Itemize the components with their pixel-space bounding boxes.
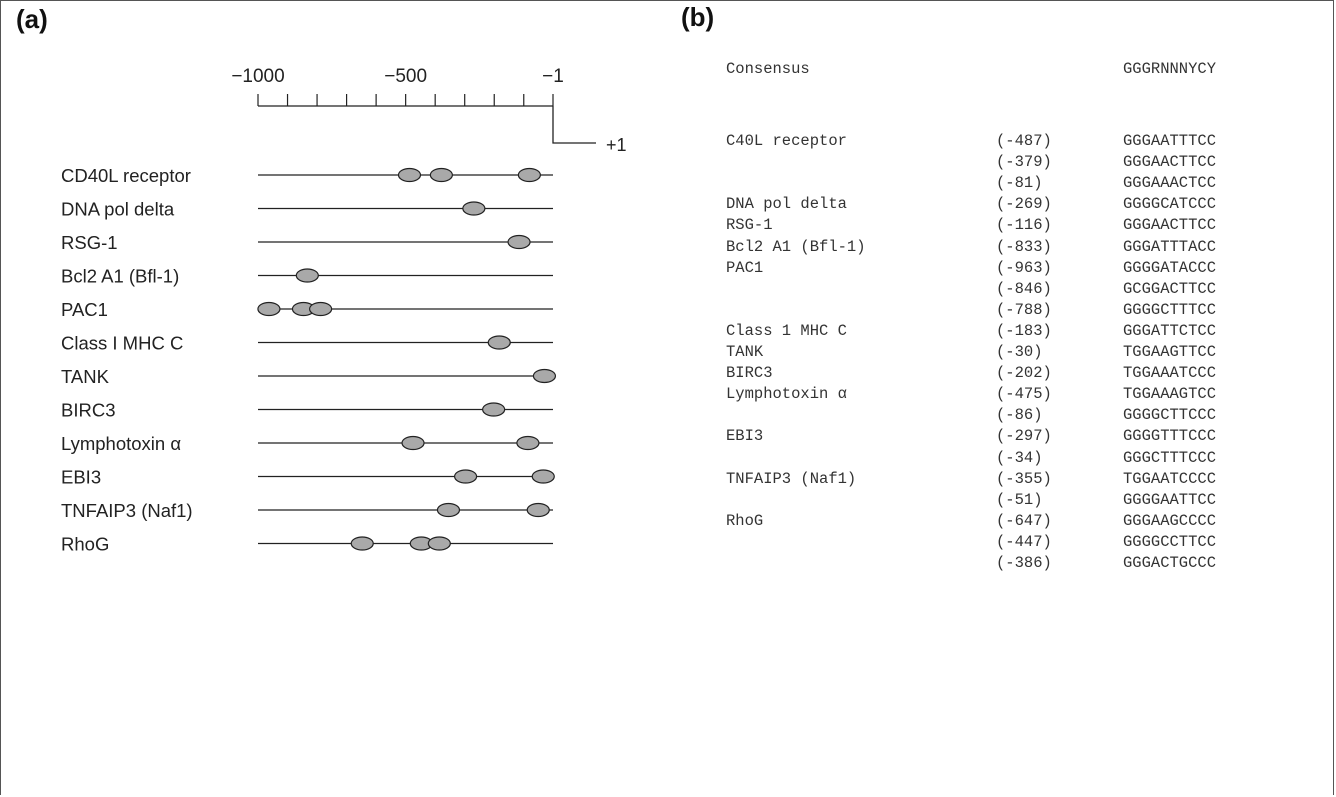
binding-site-marker xyxy=(517,167,541,183)
sequence-cell: GGGAACTTCC xyxy=(1123,216,1217,235)
gene-label: Lymphotoxin α xyxy=(61,433,181,454)
sequence-cell: GGGATTTACC xyxy=(1123,237,1217,256)
binding-site-marker xyxy=(487,335,511,350)
position-cell: (-963) xyxy=(996,258,1052,277)
sequence-cell: TGGAATCCCC xyxy=(1123,469,1217,488)
consensus-label: Consensus xyxy=(726,60,810,78)
binding-site-marker xyxy=(397,167,422,183)
binding-site-marker xyxy=(436,502,461,518)
position-cell: (-269) xyxy=(996,195,1052,214)
axis-tick-label: −500 xyxy=(384,66,427,87)
binding-site-marker xyxy=(453,469,478,484)
binding-site-marker xyxy=(526,502,550,518)
binding-site-marker xyxy=(309,301,333,317)
gene-name-cell: TNFAIP3 (Naf1) xyxy=(726,469,857,488)
binding-site-marker xyxy=(427,536,451,551)
sequence-cell: GGGACTGCCC xyxy=(1123,554,1217,572)
sequence-cell: GGGATTCTCC xyxy=(1123,321,1217,340)
position-cell: (-475) xyxy=(996,385,1052,404)
sequence-cell: GGGAACTTCC xyxy=(1123,153,1217,172)
position-cell: (-386) xyxy=(996,554,1052,572)
binding-site-marker xyxy=(462,201,486,216)
binding-site-marker xyxy=(482,402,506,417)
position-cell: (-788) xyxy=(996,300,1052,319)
panel-a-label: (a) xyxy=(16,4,48,34)
gene-label: Bcl2 A1 (Bfl-1) xyxy=(61,266,179,287)
binding-site-marker xyxy=(257,301,281,317)
position-cell: (-116) xyxy=(996,216,1052,235)
sequence-cell: TGGAAAGTCC xyxy=(1123,385,1217,404)
gene-name-cell: RSG-1 xyxy=(726,216,773,235)
gene-name-cell: BIRC3 xyxy=(726,364,773,383)
gene-name-cell: EBI3 xyxy=(726,427,764,446)
gene-label: TANK xyxy=(61,366,110,387)
sequence-cell: GGGGCTTTCC xyxy=(1123,300,1217,319)
position-cell: (-86) xyxy=(996,406,1043,425)
gene-label: TNFAIP3 (Naf1) xyxy=(61,500,193,521)
axis-tick-label: −1000 xyxy=(231,66,284,87)
gene-name-cell: DNA pol delta xyxy=(726,195,847,214)
sequence-cell: GGGCTTTCCC xyxy=(1123,448,1217,467)
position-cell: (-34) xyxy=(996,448,1043,467)
gene-label: RSG-1 xyxy=(61,232,118,253)
position-cell: (-183) xyxy=(996,321,1052,340)
transcription-start-label: +1 xyxy=(606,135,627,155)
consensus-sequence: GGGRNNNYCY xyxy=(1123,60,1217,78)
position-cell: (-833) xyxy=(996,237,1052,256)
gene-label: RhoG xyxy=(61,534,109,555)
gene-label: PAC1 xyxy=(61,299,108,320)
gene-label: EBI3 xyxy=(61,467,101,488)
binding-site-marker xyxy=(295,268,319,283)
position-cell: (-447) xyxy=(996,532,1052,551)
sequence-cell: GGGAAACTCC xyxy=(1123,174,1217,193)
gene-name-cell: Class 1 MHC C xyxy=(726,321,847,340)
sequence-cell: GGGGAATTCC xyxy=(1123,490,1217,509)
panel-b-label: (b) xyxy=(681,2,715,32)
gene-label: BIRC3 xyxy=(61,400,116,421)
position-cell: (-30) xyxy=(996,343,1043,361)
axis-tick-label: −1 xyxy=(542,66,564,87)
gene-name-cell: C40L receptor xyxy=(726,132,847,150)
binding-site-marker xyxy=(532,368,557,384)
binding-site-marker xyxy=(516,435,540,451)
sequence-cell: TGGAAGTTCC xyxy=(1123,343,1217,361)
position-cell: (-202) xyxy=(996,364,1052,383)
binding-site-marker xyxy=(350,536,374,551)
sequence-cell: GGGGCTTCCC xyxy=(1123,406,1217,425)
sequence-cell: GGGGATACCC xyxy=(1123,258,1217,277)
binding-site-marker xyxy=(531,469,555,484)
position-cell: (-647) xyxy=(996,511,1052,530)
sequence-cell: GGGAATTTCC xyxy=(1123,132,1217,150)
position-cell: (-81) xyxy=(996,174,1043,193)
position-cell: (-487) xyxy=(996,132,1052,150)
gene-name-cell: TANK xyxy=(726,343,764,361)
position-cell: (-379) xyxy=(996,153,1052,172)
binding-site-marker xyxy=(429,167,453,183)
gene-name-cell: RhoG xyxy=(726,511,764,530)
transcription-start-marker xyxy=(552,106,596,144)
position-cell: (-297) xyxy=(996,427,1052,446)
binding-site-marker xyxy=(507,234,531,250)
position-cell: (-51) xyxy=(996,490,1043,509)
sequence-cell: GCGGACTTCC xyxy=(1123,279,1217,298)
gene-label: Class I MHC C xyxy=(61,333,183,354)
sequence-cell: GGGGTTTCCC xyxy=(1123,427,1217,446)
gene-name-cell: Lymphotoxin α xyxy=(726,385,847,404)
sequence-cell: GGGGCATCCC xyxy=(1123,195,1217,214)
promoter-diagram: −1000 −500 −1 +1 CD40L receptor DNA pol delta… xyxy=(61,66,627,555)
sequence-cell: TGGAAATCCC xyxy=(1123,364,1217,383)
position-cell: (-846) xyxy=(996,279,1052,298)
sequence-cell: GGGAAGCCCC xyxy=(1123,511,1217,530)
gene-label: CD40L receptor xyxy=(61,165,191,186)
position-cell: (-355) xyxy=(996,469,1052,488)
gene-name-cell: Bcl2 A1 (Bfl-1) xyxy=(726,237,866,256)
binding-site-marker xyxy=(401,435,425,451)
gene-label: DNA pol delta xyxy=(61,199,175,220)
sequence-cell: GGGGCCTTCC xyxy=(1123,532,1217,551)
gene-name-cell: PAC1 xyxy=(726,258,764,277)
